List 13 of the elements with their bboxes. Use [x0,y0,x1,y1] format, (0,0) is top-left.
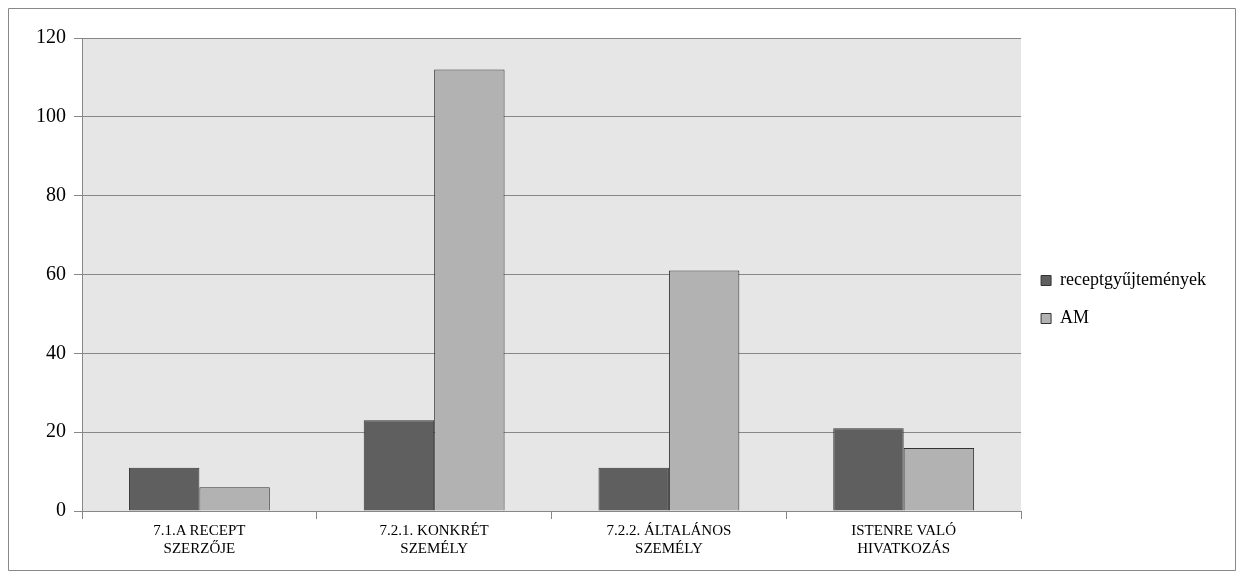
y-tick-label: 80 [46,182,66,205]
x-tick-label: ISTENRE VALÓ HIVATKOZÁS [851,521,957,556]
y-tick-label: 40 [46,340,66,363]
x-tick-label: 7.2.2. ÁLTALÁNOS SZEMÉLY [606,521,732,556]
y-tick-label: 0 [56,498,66,521]
y-tick-label: 20 [46,419,66,442]
legend-label: AM [1060,307,1090,328]
y-tick-label: 60 [46,261,66,284]
y-tick-label: 120 [36,25,66,48]
x-tick-label: 7.1.A RECEPT SZERZŐJE [153,521,246,556]
x-tick-label: 7.2.1. KONKRÉT SZEMÉLY [379,521,489,556]
y-tick-label: 100 [36,104,66,127]
legend-label: receptgyűjtemények [1060,269,1206,290]
